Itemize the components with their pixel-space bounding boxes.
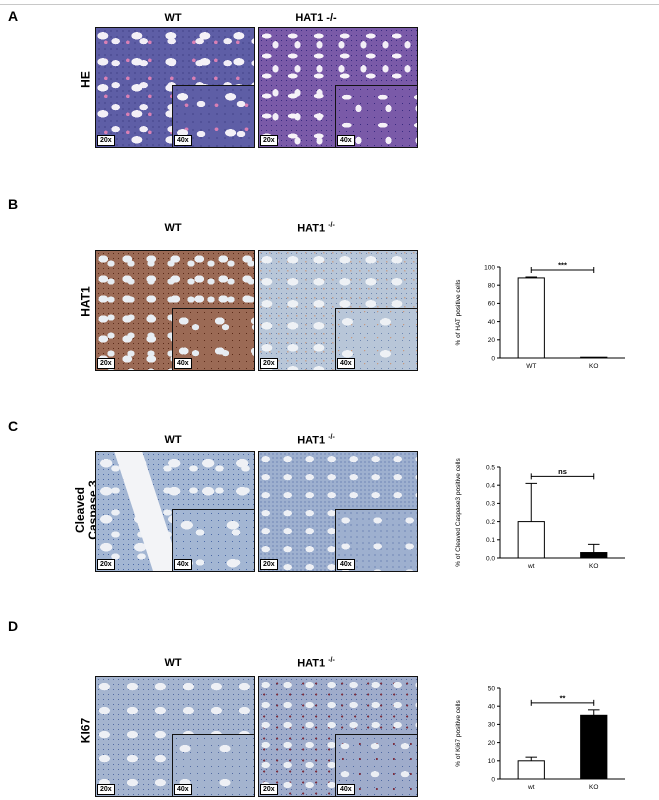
chart-b-bar-wt <box>517 277 545 359</box>
chart-c-ytick-label-5: 0.5 <box>486 464 495 471</box>
panel-c-wt-mag-high: 40x <box>174 559 192 570</box>
chart-d-xtick-label-wt: wt <box>527 784 535 791</box>
chart-c-bar-ko <box>580 552 608 559</box>
panel-c-letter: C <box>8 418 19 434</box>
chart-b-ytick-label-5: 100 <box>484 264 495 271</box>
panel-c-ko-image: 40x 20x <box>258 451 418 572</box>
chart-b-significance: *** <box>558 261 567 270</box>
panel-b-ko-mag-high: 40x <box>337 358 355 369</box>
chart-d-bar-ko <box>580 714 608 780</box>
panel-d-ko-image: 40x 20x <box>258 676 418 797</box>
panel-d-ko-label: HAT1 -/- <box>297 657 335 670</box>
panel-c-wt-mag-low: 20x <box>97 559 115 570</box>
panel-c-bar-chart: % of Cleaved Caspase3 positive cells 0.0 0… <box>455 458 625 570</box>
panel-b-bar-chart: % of HAT positive cells 0 20 40 60 80 100 WT KO *… <box>455 261 625 370</box>
panel-a-wt-label: WT <box>164 12 182 24</box>
panel-b-row-label: HAT1 <box>78 286 93 317</box>
chart-b-bar-ko <box>580 356 608 359</box>
panel-a-row-label: HE <box>78 71 93 88</box>
panel-a-ko-inset: 40x <box>335 85 417 147</box>
chart-b-ylabel: % of HAT positive cells <box>455 279 462 346</box>
chart-b-xtick-label-ko: KO <box>589 363 598 370</box>
panel-c-ko-mag-high: 40x <box>337 559 355 570</box>
chart-c-significance: ns <box>558 467 567 476</box>
panel-b-wt-label: WT <box>164 222 182 234</box>
panel-d-bar-chart: % of Ki67 positive cells 0 10 20 30 40 50 wt KO *… <box>455 685 625 791</box>
chart-d-ytick-label-1: 10 <box>488 758 496 765</box>
panel-d-wt-mag-high: 40x <box>174 784 192 795</box>
chart-c-xtick-label-ko: KO <box>589 563 598 570</box>
chart-d-ytick-label-2: 20 <box>488 740 496 747</box>
panel-d-wt-mag-low: 20x <box>97 784 115 795</box>
top-rule <box>0 4 659 5</box>
chart-d-ylabel: % of Ki67 positive cells <box>455 700 462 767</box>
chart-b-ytick-label-4: 80 <box>488 283 496 290</box>
chart-d-ytick-label-0: 0 <box>491 776 495 783</box>
panel-a-ko-mag-low: 20x <box>260 135 278 146</box>
panel-b-letter: B <box>8 196 19 212</box>
panel-b-ko-mag-low: 20x <box>260 358 278 369</box>
panel-d-letter: D <box>8 618 19 634</box>
panel-b-wt-inset: 40x <box>172 308 254 370</box>
panel-d-wt-image: 40x 20x <box>95 676 255 797</box>
panel-a-ko-image: 40x 20x <box>258 27 418 148</box>
chart-d-ytick-label-3: 30 <box>488 722 496 729</box>
panel-b-ko-image: 40x 20x <box>258 250 418 371</box>
chart-d-xtick-label-ko: KO <box>589 784 598 791</box>
panel-c-wt-image: 40x 20x <box>95 451 255 572</box>
chart-c-ytick-label-4: 0.4 <box>486 483 495 490</box>
panel-c-ko-mag-low: 20x <box>260 559 278 570</box>
chart-d-ytick-label-4: 40 <box>488 704 496 711</box>
panel-b-wt-mag-low: 20x <box>97 358 115 369</box>
chart-b-xtick-label-wt: WT <box>526 363 536 370</box>
panel-a-wt-image: 40x 20x <box>95 27 255 148</box>
chart-d-significance: ** <box>560 693 566 702</box>
panel-c-wt-label: WT <box>164 434 182 446</box>
chart-b-ytick-label-1: 20 <box>488 337 496 344</box>
panel-c-wt-inset: 40x <box>172 509 254 571</box>
panel-c-ko-inset: 40x <box>335 509 417 571</box>
chart-c-ylabel: % of Cleaved Caspase3 positive cells <box>455 458 462 567</box>
panel-d-ko-inset: 40x <box>335 734 417 796</box>
panel-d-ko-mag-low: 20x <box>260 784 278 795</box>
panel-a-ko-label: HAT1 -/- <box>295 12 337 24</box>
chart-d-ytick-label-5: 50 <box>488 685 496 692</box>
panel-b-ko-inset: 40x <box>335 308 417 370</box>
chart-c-ytick-label-3: 0.3 <box>486 501 495 508</box>
panel-a-wt-mag-high: 40x <box>174 135 192 146</box>
panel-b-wt-image: 40x 20x <box>95 250 255 371</box>
panel-b-wt-mag-high: 40x <box>174 358 192 369</box>
panel-d-wt-label: WT <box>164 657 182 669</box>
chart-c-ytick-label-0: 0.0 <box>486 555 495 562</box>
panel-c-ko-label: HAT1 -/- <box>297 434 335 447</box>
chart-b-ytick-label-0: 0 <box>491 355 495 362</box>
chart-b-ytick-label-3: 60 <box>488 301 496 308</box>
chart-c-ytick-label-2: 0.2 <box>486 519 495 526</box>
panel-b-ko-label: HAT1 -/- <box>297 222 335 235</box>
chart-c-ytick-label-1: 0.1 <box>486 537 495 544</box>
panel-a-ko-mag-high: 40x <box>337 135 355 146</box>
panel-d-row-label: KI67 <box>78 717 93 744</box>
chart-c-bar-wt <box>517 521 545 559</box>
panel-d-ko-mag-high: 40x <box>337 784 355 795</box>
chart-b-ytick-label-2: 40 <box>488 319 496 326</box>
chart-c-xtick-label-wt: wt <box>527 563 535 570</box>
panel-a-letter: A <box>8 8 19 24</box>
panel-d-wt-inset: 40x <box>172 734 254 796</box>
panel-a-wt-inset: 40x <box>172 85 254 147</box>
panel-a-wt-mag-low: 20x <box>97 135 115 146</box>
chart-d-bar-wt <box>517 760 545 780</box>
